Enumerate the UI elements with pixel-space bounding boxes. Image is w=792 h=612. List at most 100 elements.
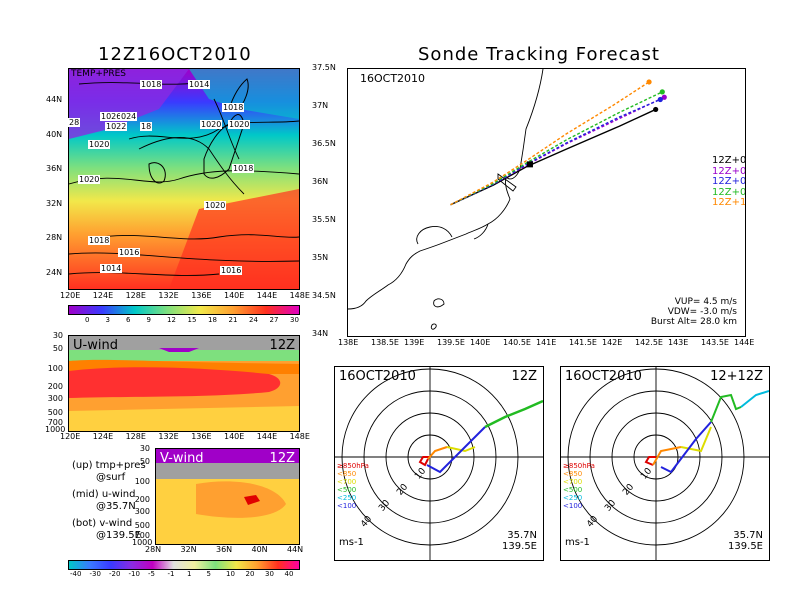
track-series-line <box>450 108 656 206</box>
uwind-p-tick: 500 <box>47 408 63 417</box>
track-series-line <box>450 96 665 206</box>
hodo-left-lon: 139.5E <box>502 541 537 552</box>
isobar-label: 1018 <box>232 164 255 173</box>
uwind-lon-tick: 136E <box>191 432 212 441</box>
isobar-label: 18 <box>140 122 153 131</box>
track-date: 16OCT2010 <box>360 72 426 85</box>
isobar-label: 1016 <box>118 248 141 257</box>
hodo-level-label: <250 <box>563 494 583 502</box>
launch-point <box>526 161 533 168</box>
vwind-time: 12Z <box>269 451 295 466</box>
track-lon-tick: 138E <box>338 338 359 347</box>
wind-colorbar-tick: -1 <box>167 570 175 578</box>
map-lon-tick: 120E <box>60 291 81 300</box>
vup-text: VUP= 4.5 m/s <box>674 297 737 307</box>
wind-colorbar <box>68 560 300 570</box>
vwind-lat-tick: 32N <box>180 545 197 554</box>
uwind-lon-tick: 128E <box>125 432 146 441</box>
hodo-right-time: 12+12Z <box>710 369 763 384</box>
hodo-left-unit: ms-1 <box>339 537 364 548</box>
vwind-lat-tick: 44N <box>287 545 304 554</box>
isobar-label: 1016 <box>220 266 243 275</box>
vwind-p-tick: 50 <box>139 457 150 466</box>
vwind-label: V-wind <box>160 451 204 466</box>
colorbar-tick: 15 <box>187 316 197 324</box>
note-line: @surf <box>96 472 126 483</box>
track-lat-tick: 34N <box>312 329 329 338</box>
surface-map: TEMP+PRES <box>68 68 300 290</box>
hodo-right-lon: 139.5E <box>728 541 763 552</box>
track-lon-tick: 140E <box>470 338 491 347</box>
hodo-left-time: 12Z <box>511 369 537 384</box>
hodo-level-label: <850 <box>563 470 583 478</box>
wind-colorbar-tick: 1 <box>187 570 192 578</box>
hodograph-left: 16OCT2010 12Z 35.7N 139.5E ms-1 ≥850hPa <… <box>334 366 544 561</box>
uwind-panel: U-wind 12Z <box>68 335 300 432</box>
isobar-label: 1018 <box>88 236 111 245</box>
map-lat-tick: 24N <box>46 267 63 277</box>
colorbar-tick: 18 <box>208 316 217 324</box>
uwind-p-tick: 300 <box>47 394 63 403</box>
track-end-point <box>653 106 659 113</box>
map-lon-tick: 140E <box>224 291 245 300</box>
track-lon-tick: 142E <box>602 338 623 347</box>
map-lon-tick: 136E <box>191 291 212 300</box>
uwind-lon-tick: 140E <box>224 432 245 441</box>
colorbar-tick: 24 <box>249 316 258 324</box>
vwind-p-tick: 700 <box>134 531 150 540</box>
track-lon-tick: 143E <box>668 338 689 347</box>
isobar-label: 1014 <box>188 80 211 89</box>
colorbar-tick: 6 <box>126 316 131 324</box>
vwind-svg <box>156 449 299 544</box>
hodo-left-loc: 35.7N 139.5E <box>502 530 537 552</box>
uwind-lon-tick: 148E <box>289 432 310 441</box>
hodo-level-label: <850 <box>337 470 357 478</box>
isobar-label: 024 <box>120 112 138 121</box>
colorbar-tick: 3 <box>105 316 110 324</box>
isobar-label: 1020 <box>200 120 223 129</box>
surface-map-svg <box>69 69 299 289</box>
track-lon-tick: 139.5E <box>437 338 465 347</box>
vwind-p-tick: 100 <box>134 477 150 486</box>
uwind-p-tick: 200 <box>47 382 63 391</box>
track-lon-tick: 144E <box>734 338 755 347</box>
vwind-p-tick: 300 <box>134 507 150 516</box>
wind-colorbar-tick: -30 <box>89 570 101 578</box>
wind-colorbar-tick: -20 <box>109 570 121 578</box>
hodo-right-unit: ms-1 <box>565 537 590 548</box>
track-lon-tick: 139E <box>404 338 425 347</box>
map-lon-tick: 132E <box>158 291 179 300</box>
isobar-label: 1026 <box>100 112 123 121</box>
track-lon-tick: 140.5E <box>503 338 531 347</box>
wind-colorbar-tick: 40 <box>284 570 294 578</box>
map-label: TEMP+PRES <box>71 69 126 79</box>
wind-colorbar-tick: -5 <box>148 570 155 578</box>
wind-colorbar-tick: 20 <box>245 570 255 578</box>
hodo-level-label: <100 <box>563 502 583 510</box>
hodo-right-loc: 35.7N 139.5E <box>728 530 763 552</box>
colorbar-tick: 9 <box>146 316 151 324</box>
track-series-line <box>450 91 663 206</box>
uwind-svg <box>69 336 299 431</box>
track-legend-item: 12Z+06h fcst <box>712 176 746 187</box>
track-legend-item: 12Z+09h fcst <box>712 186 746 198</box>
uwind-label: U-wind <box>73 338 118 353</box>
temp-colorbar <box>68 305 300 315</box>
track-lat-tick: 34.5N <box>312 291 336 300</box>
map-lat-tick: 40N <box>46 129 63 139</box>
vwind-lat-tick: 40N <box>251 545 268 554</box>
hodo-level-label: ≥850hPa <box>563 462 595 470</box>
track-lon-tick: 138.5E <box>371 338 399 347</box>
note-line: @35.7N <box>96 501 136 512</box>
colorbar-tick: 12 <box>167 316 176 324</box>
wind-colorbar-tick: 10 <box>226 570 235 578</box>
uwind-lon-tick: 132E <box>158 432 179 441</box>
map-lon-tick: 128E <box>125 291 146 300</box>
track-lon-tick: 143.5E <box>701 338 729 347</box>
track-end-point <box>661 94 667 100</box>
left-title: 12Z16OCT2010 <box>98 44 252 65</box>
hodo-level-label: <100 <box>337 502 357 510</box>
note-line: (mid) u-wind <box>72 489 136 500</box>
hodo-right-svg <box>561 367 769 560</box>
hodo-right-date: 16OCT2010 <box>565 369 642 384</box>
